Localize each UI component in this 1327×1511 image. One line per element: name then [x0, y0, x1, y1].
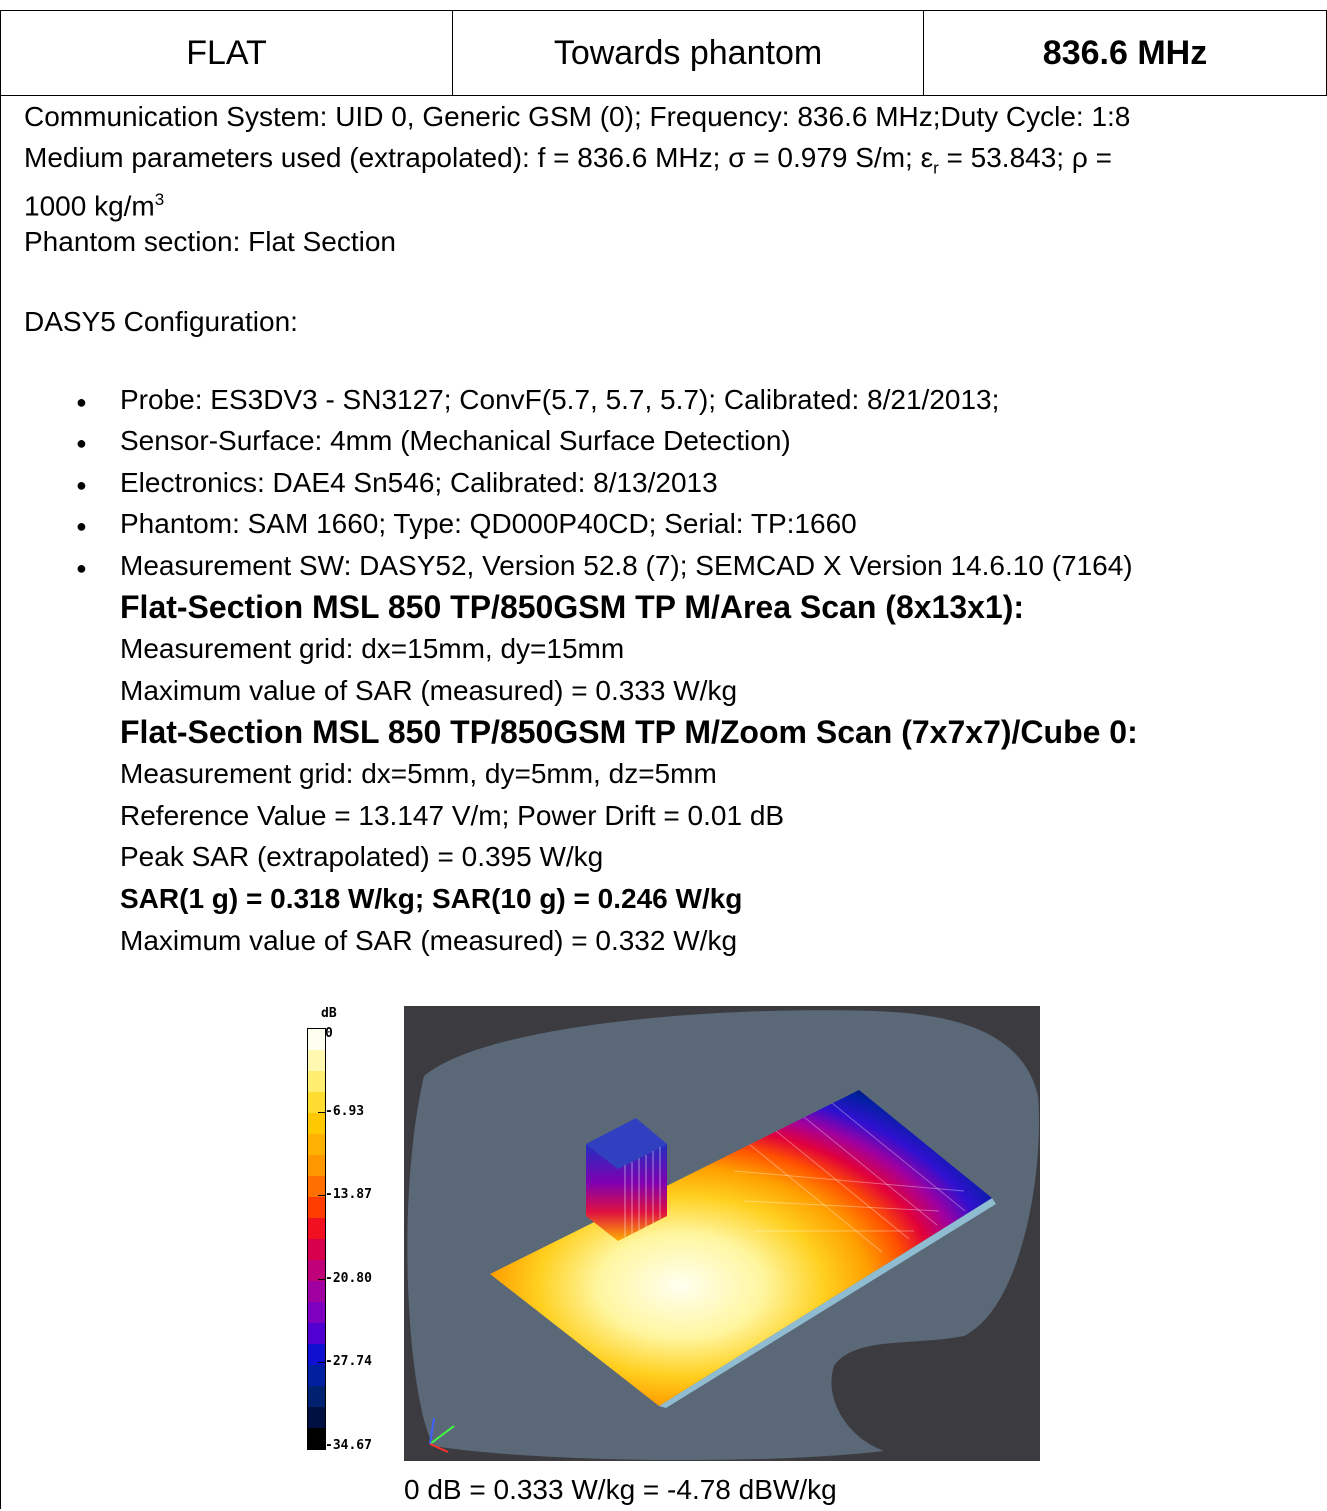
colorbar-stripe — [308, 1134, 325, 1156]
area-scan-grid: Measurement grid: dx=15mm, dy=15mm — [120, 633, 625, 664]
colorbar-stripe — [308, 1260, 325, 1282]
colorbar-tick-label: -13.87 — [325, 1187, 372, 1202]
sar-sheet — [490, 1090, 992, 1406]
bullet-icon: ● — [76, 433, 87, 453]
colorbar-stripe — [308, 1050, 325, 1072]
colorbar-unit: dB — [321, 1006, 337, 1021]
zoom-scan-sar-result: SAR(1 g) = 0.318 W/kg; SAR(10 g) = 0.246… — [120, 883, 743, 914]
grid-lines — [733, 1102, 966, 1253]
colorbar-stripe — [308, 1155, 325, 1177]
colorbar-tick-label: -27.74 — [325, 1354, 372, 1369]
colorbar-tick-mark — [318, 1362, 326, 1363]
config-title: DASY5 Configuration: — [24, 306, 298, 337]
colorbar-tick-mark — [318, 1195, 326, 1196]
header-frequency-cell: 836.6 MHz — [923, 10, 1327, 96]
zoom-scan-reference: Reference Value = 13.147 V/m; Power Drif… — [120, 800, 785, 831]
colorbar-stripe — [308, 1071, 325, 1093]
config-item-sensor: Sensor-Surface: 4mm (Mechanical Surface … — [120, 425, 791, 456]
colorbar-stripe — [308, 1029, 325, 1051]
bullet-icon: ● — [76, 558, 87, 578]
colorbar-stripe — [308, 1218, 325, 1240]
config-item-probe: Probe: ES3DV3 - SN3127; ConvF(5.7, 5.7, … — [120, 384, 1000, 415]
colorbar-stripe — [308, 1386, 325, 1408]
plot-caption: 0 dB = 0.333 W/kg = -4.78 dBW/kg — [404, 1474, 837, 1505]
density-value: 1000 kg/m — [24, 190, 155, 222]
density-line: 1000 kg/m3 — [24, 183, 164, 223]
sar-distribution-plot — [404, 1006, 1040, 1461]
colorbar-tick-mark — [318, 1028, 326, 1029]
density-superscript: 3 — [154, 190, 165, 209]
zoom-scan-grid: Measurement grid: dx=5mm, dy=5mm, dz=5mm — [120, 758, 717, 789]
colorbar-stripe — [308, 1239, 325, 1261]
colorbar-tick-label: 0 — [325, 1026, 333, 1041]
bullet-icon: ● — [76, 475, 87, 495]
axis-triad-icon — [429, 1417, 455, 1453]
header-mode-cell: FLAT — [0, 10, 453, 96]
colorbar-stripe — [308, 1407, 325, 1429]
colorbar-stripe — [308, 1092, 325, 1114]
colorbar-stripe — [308, 1281, 325, 1303]
colorbar-stripe — [308, 1323, 325, 1345]
colorbar-stripe — [308, 1302, 325, 1324]
medium-params-line: Medium parameters used (extrapolated): f… — [24, 141, 1112, 186]
colorbar-tick-mark — [318, 1111, 326, 1113]
zoom-cube-ribs — [624, 1147, 661, 1237]
colorbar-tick-label: -6.93 — [325, 1103, 365, 1119]
medium-params-text: Medium parameters used (extrapolated): f… — [24, 142, 934, 173]
config-item-software: Measurement SW: DASY52, Version 52.8 (7)… — [120, 550, 1133, 581]
header-position-cell: Towards phantom — [452, 10, 924, 96]
colorbar-stripe — [308, 1344, 325, 1366]
phantom-section-line: Phantom section: Flat Section — [24, 226, 396, 257]
colorbar-stripe — [308, 1176, 325, 1198]
area-scan-max: Maximum value of SAR (measured) = 0.333 … — [120, 675, 738, 706]
zoom-scan-peak: Peak SAR (extrapolated) = 0.395 W/kg — [120, 841, 604, 872]
colorbar-tick-label: -34.67 — [325, 1437, 372, 1453]
config-item-electronics: Electronics: DAE4 Sn546; Calibrated: 8/1… — [120, 467, 718, 498]
colorbar-stripe — [308, 1428, 325, 1450]
zoom-scan-title: Flat-Section MSL 850 TP/850GSM TP M/Zoom… — [120, 714, 1138, 750]
config-item-phantom: Phantom: SAM 1660; Type: QD000P40CD; Ser… — [120, 508, 857, 539]
colorbar-stripe — [308, 1197, 325, 1219]
comm-system-line: Communication System: UID 0, Generic GSM… — [24, 101, 1131, 132]
bullet-icon: ● — [76, 516, 87, 536]
colorbar-stripe — [308, 1365, 325, 1387]
colorbar-tick-mark — [318, 1445, 326, 1447]
medium-params-suffix: = 53.843; ρ = — [938, 142, 1112, 173]
zoom-cube-right — [618, 1144, 667, 1241]
colorbar-stripe — [308, 1113, 325, 1135]
colorbar-tick-label: -20.80 — [325, 1270, 372, 1286]
epsilon-subscript: r — [933, 158, 939, 178]
zoom-cube-top — [586, 1118, 667, 1169]
colorbar — [307, 1028, 326, 1450]
zoom-scan-max: Maximum value of SAR (measured) = 0.332 … — [120, 925, 738, 956]
colorbar-tick-mark — [318, 1278, 326, 1280]
bullet-icon: ● — [76, 392, 87, 412]
plate-edge — [659, 1198, 996, 1408]
area-scan-title: Flat-Section MSL 850 TP/850GSM TP M/Area… — [120, 589, 1025, 625]
zoom-cube-left — [586, 1144, 618, 1241]
